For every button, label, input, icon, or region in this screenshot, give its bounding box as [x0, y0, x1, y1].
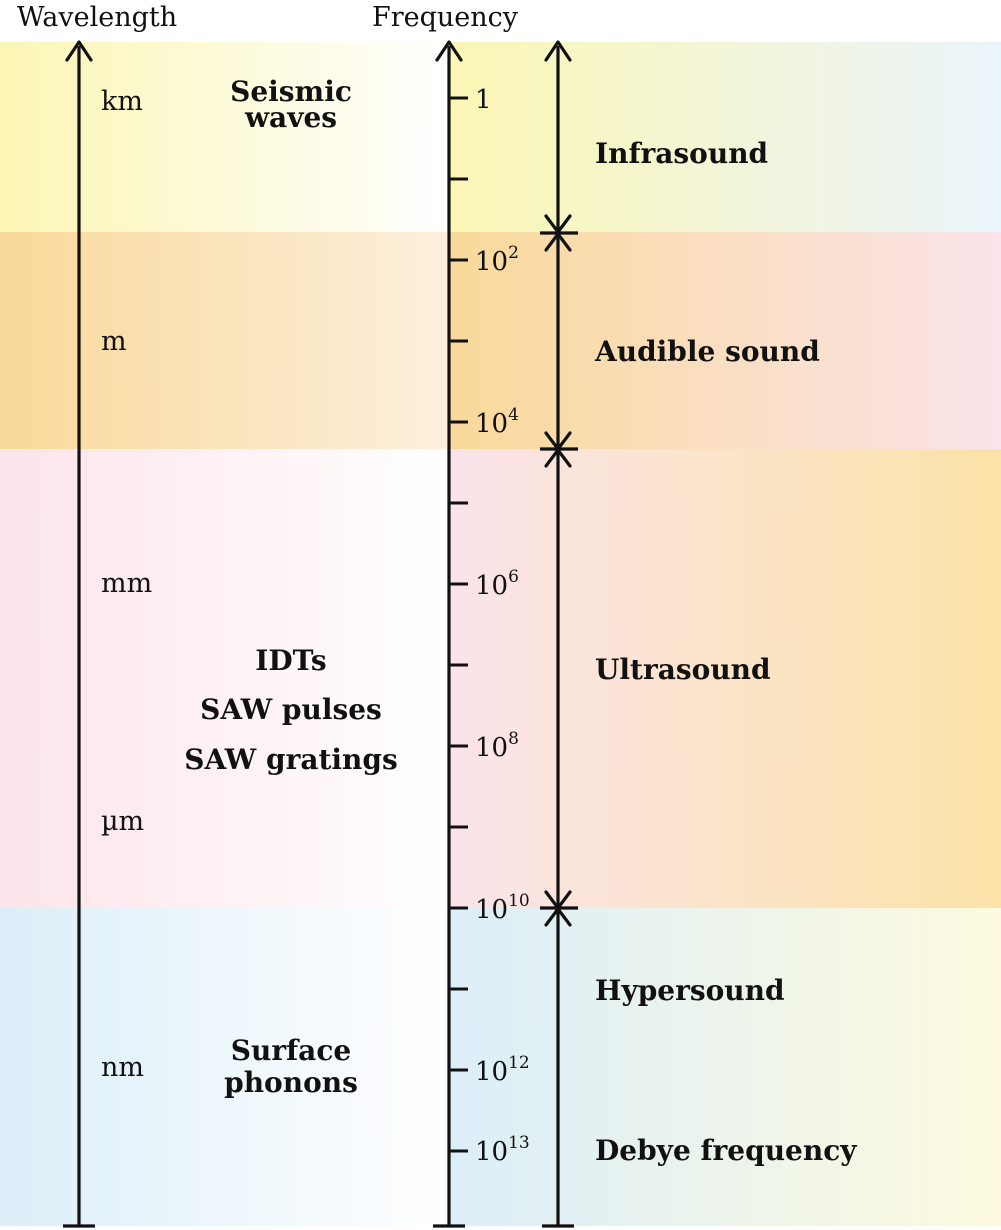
freq-label-1e8: 108	[475, 729, 519, 763]
wavelength-label-m: m	[101, 326, 127, 357]
freq-label-1e4-base: 10	[475, 409, 508, 439]
freq-label-1e12-exp: 12	[508, 1053, 530, 1073]
freq-label-1e2-base: 10	[475, 247, 508, 277]
wavelength-label-mm: mm	[101, 568, 152, 599]
region-bg-infrasound	[449, 42, 1001, 232]
infrasound-top-arrow	[544, 40, 572, 62]
band-audible	[0, 232, 449, 449]
freq-label-1e4-exp: 4	[508, 405, 519, 425]
region-arrows	[540, 40, 578, 1228]
region-bg-hypersound	[449, 908, 1001, 1226]
freq-label-1e4: 104	[475, 405, 519, 439]
freq-label-1e12: 1012	[475, 1053, 530, 1087]
region-label-hypersound: Hypersound	[595, 974, 785, 1007]
freq-label-1e13-base: 10	[475, 1137, 508, 1167]
freq-label-1e2-exp: 2	[508, 243, 519, 263]
debye-frequency-label: Debye frequency	[595, 1134, 857, 1167]
freq-label-1-base: 1	[475, 85, 492, 115]
freq-label-1: 1	[475, 85, 492, 115]
freq-label-1e8-exp: 8	[508, 729, 519, 749]
band-seismic	[0, 42, 449, 232]
band-ultra	[0, 449, 449, 908]
wavelength-label-um: µm	[101, 806, 144, 837]
freq-label-1e10-base: 10	[475, 895, 508, 925]
app-phonons-line1: Surface	[231, 1034, 351, 1067]
region-bg-audible	[449, 232, 1001, 449]
wavelength-label-nm: nm	[101, 1052, 144, 1083]
app-phonons-line2: phonons	[224, 1066, 358, 1099]
app-saw-pulses: SAW pulses	[200, 693, 382, 726]
band-hyper	[0, 908, 449, 1226]
ultrasound-top-arrow	[544, 448, 572, 468]
freq-label-1e6-base: 10	[475, 571, 508, 601]
freq-label-1e10-exp: 10	[508, 891, 530, 911]
region-label-infrasound: Infrasound	[595, 137, 768, 170]
freq-label-1e10: 1010	[475, 891, 530, 925]
freq-label-1e12-base: 10	[475, 1057, 508, 1087]
region-bg-ultrasound	[449, 449, 1001, 908]
wavelength-label-km: km	[101, 86, 143, 117]
wavelength-axis	[63, 40, 95, 1228]
app-saw-gratings: SAW gratings	[184, 743, 398, 776]
freq-label-1e6-exp: 6	[508, 567, 519, 587]
region-label-ultrasound: Ultrasound	[595, 653, 771, 686]
app-seismic-line2: waves	[244, 101, 337, 134]
freq-label-1e8-base: 10	[475, 733, 508, 763]
frequency-title: Frequency	[372, 2, 519, 33]
freq-label-1e13: 1013	[475, 1133, 530, 1167]
app-seismic-line1: Seismic	[230, 75, 352, 108]
wavelength-title: Wavelength	[17, 2, 177, 33]
freq-label-1e2: 102	[475, 243, 519, 277]
frequency-axis	[433, 40, 465, 1228]
frequency-ticks	[449, 96, 468, 1153]
audible-top-arrow	[544, 232, 572, 252]
freq-label-1e6: 106	[475, 567, 519, 601]
freq-label-1e13-exp: 13	[508, 1133, 530, 1153]
hypersound-top-arrow	[544, 907, 572, 927]
region-label-audible: Audible sound	[594, 335, 820, 368]
app-idts: IDTs	[255, 644, 326, 677]
